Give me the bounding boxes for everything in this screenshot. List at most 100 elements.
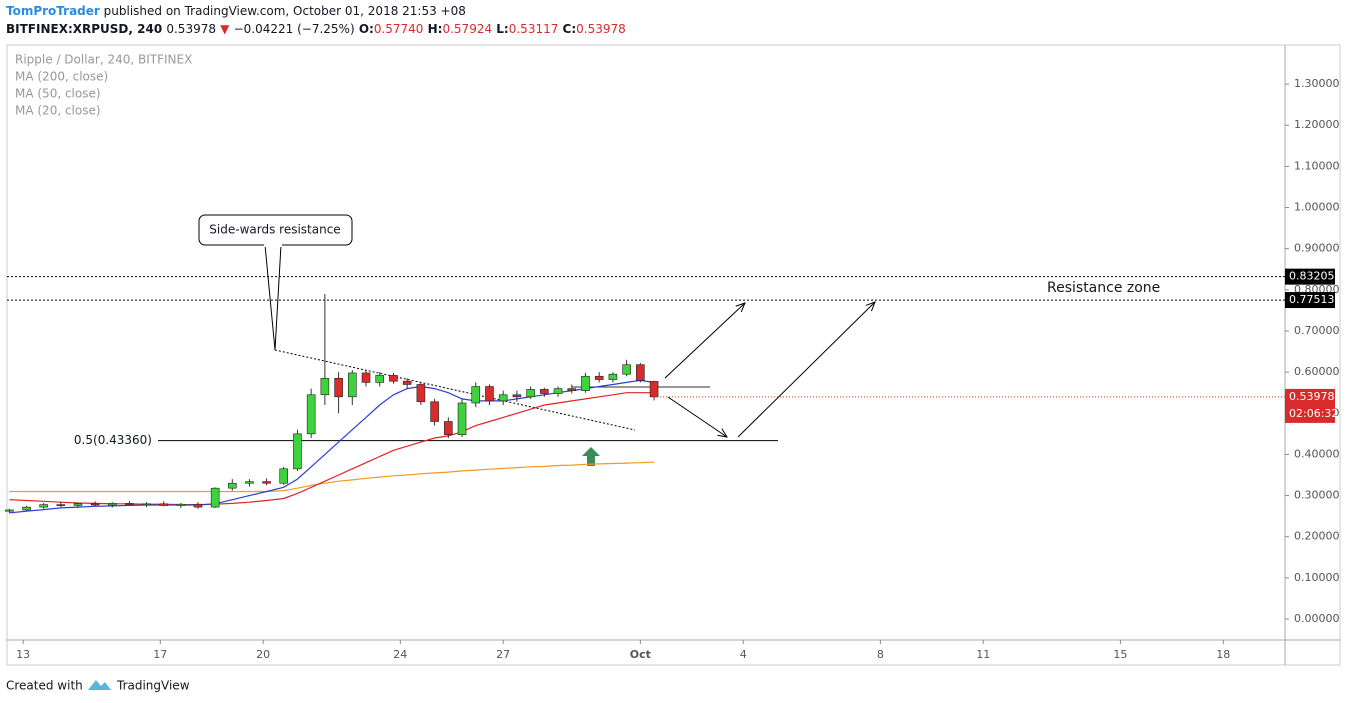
candle-body	[39, 504, 48, 508]
candle-body	[245, 481, 254, 484]
candle-body	[142, 503, 151, 506]
fib-label: 0.5(0.43360)	[74, 433, 152, 447]
candle-body	[444, 421, 453, 435]
y-tick-label: 0.70000	[1294, 324, 1340, 337]
x-tick-label: 11	[976, 648, 990, 661]
candle-body	[210, 487, 220, 508]
y-tick-label: 1.10000	[1294, 159, 1340, 172]
y-tick-label: 0.40000	[1294, 447, 1340, 460]
level-label: 0.77513	[1289, 293, 1335, 306]
candle-body	[402, 380, 412, 385]
candle-body	[471, 386, 481, 404]
y-tick-label: 1.00000	[1294, 201, 1340, 214]
change: −0.04221 (−7.25%)	[234, 22, 355, 36]
x-tick-label: 27	[496, 648, 510, 661]
candle-body	[636, 364, 645, 381]
candle-body	[107, 503, 117, 506]
zone-text: Resistance zone	[1047, 280, 1160, 296]
candle-body	[306, 394, 316, 435]
level-label-box	[1285, 268, 1335, 285]
x-tick-label: 4	[740, 648, 747, 661]
y-tick-label: 0.00000	[1294, 612, 1340, 625]
header-line1: TomProTrader published on TradingView.co…	[6, 4, 466, 18]
candle-body	[22, 506, 31, 511]
l-label: L:	[496, 22, 508, 36]
y-tick-label: 0.10000	[1294, 571, 1340, 584]
x-tick-label: 13	[16, 648, 30, 661]
candle-body	[540, 389, 549, 394]
legend-title: Ripple / Dollar, 240, BITFINEX	[15, 53, 192, 67]
level-label-box	[1285, 292, 1335, 309]
candle-body	[320, 377, 330, 396]
ma-line	[9, 461, 655, 493]
candle-body	[512, 394, 522, 398]
h-value: 0.57924	[442, 22, 492, 36]
x-tick-label: 15	[1113, 648, 1127, 661]
candle-body	[159, 503, 169, 506]
candle-body	[90, 503, 100, 506]
x-tick-label: 8	[877, 648, 884, 661]
chart-frame	[6, 44, 1341, 666]
footer-brand[interactable]: TradingView	[116, 679, 190, 693]
candle-body	[622, 364, 631, 375]
countdown-label: 02:06:32	[1289, 407, 1338, 420]
candle-body	[649, 381, 659, 398]
y-tick-label: 1.30000	[1294, 77, 1340, 90]
down-arrow: ▼	[220, 22, 230, 36]
c-value: 0.53978	[576, 22, 626, 36]
candle-body	[193, 503, 203, 508]
arrow	[667, 396, 727, 437]
callout-text: Side-wards resistance	[209, 223, 340, 237]
tradingview-logo	[88, 680, 111, 690]
y-tick-label: 0.30000	[1294, 489, 1340, 502]
last-price-box	[1285, 388, 1335, 423]
candle-body	[416, 384, 426, 403]
legend-ma200: MA (200, close)	[15, 70, 108, 84]
candle-body	[262, 481, 271, 484]
o-value: 0.57740	[374, 22, 424, 36]
x-tick-label: Oct	[630, 648, 651, 661]
o-label: O:	[359, 22, 374, 36]
published: published on TradingView.com, October 01…	[100, 4, 466, 18]
candle-body	[498, 394, 508, 402]
candle-body	[334, 377, 343, 398]
candle-body	[567, 388, 577, 391]
candle-body	[361, 372, 371, 383]
trendline	[274, 349, 636, 431]
candle-body	[125, 503, 134, 505]
candle-body	[594, 375, 604, 380]
callout-pointer	[264, 244, 282, 351]
candle-body	[375, 375, 385, 383]
legend-ma50: MA (50, close)	[15, 87, 101, 101]
y-tick-label: 0.90000	[1294, 242, 1340, 255]
candle-body	[56, 504, 66, 506]
y-tick-label: 0.20000	[1294, 530, 1340, 543]
l-value: 0.53117	[509, 22, 559, 36]
arrow	[664, 303, 745, 379]
candle-body	[348, 372, 357, 398]
candle-body	[293, 433, 302, 470]
candle-body	[608, 373, 618, 380]
level-label: 0.83205	[1289, 270, 1335, 283]
up-arrow-icon	[582, 447, 600, 466]
header-line2: BITFINEX:XRPUSD, 240 0.53978 ▼ −0.04221 …	[6, 22, 626, 36]
candle-body	[526, 389, 535, 398]
candle-body	[279, 468, 289, 484]
x-tick-label: 20	[256, 648, 270, 661]
candle-body	[553, 388, 563, 394]
last-price-label: 0.53978	[1289, 390, 1335, 403]
x-tick-label: 18	[1216, 648, 1230, 661]
candle-body	[581, 375, 590, 391]
candle-body	[73, 503, 83, 506]
arrow	[737, 302, 875, 438]
legend-ma20: MA (20, close)	[15, 104, 101, 118]
footer-created: Created with	[6, 679, 83, 693]
author[interactable]: TomProTrader	[6, 4, 100, 18]
y-tick-label: 1.20000	[1294, 118, 1340, 131]
y-tick-label: 0.60000	[1294, 365, 1340, 378]
last: 0.53978	[166, 22, 216, 36]
candle-body	[389, 375, 398, 382]
x-tick-label: 24	[393, 648, 407, 661]
